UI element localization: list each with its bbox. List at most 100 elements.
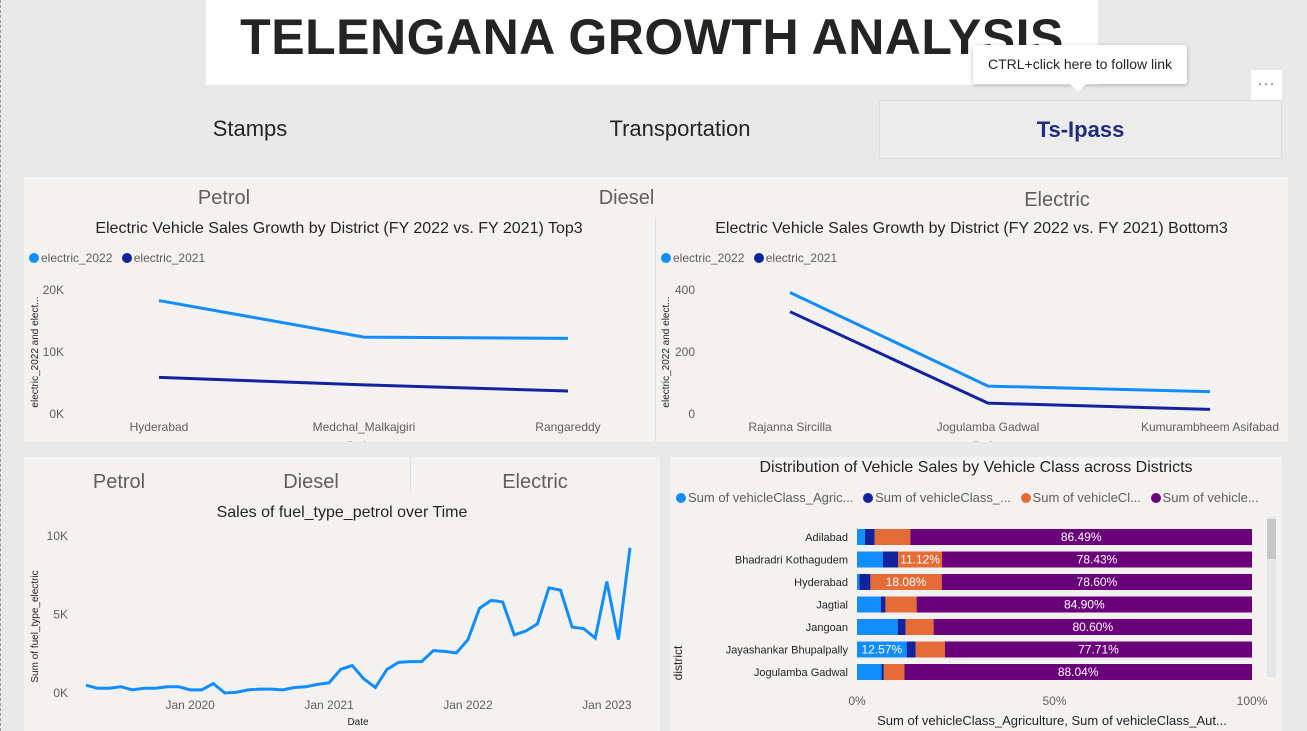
canvas-edge — [0, 0, 3, 731]
y-tick-label: 10K — [43, 345, 64, 359]
vehicle-class-panel: Distribution of Vehicle Sales by Vehicle… — [670, 457, 1282, 731]
y-tick-label: 5K — [53, 608, 68, 622]
bar-segment — [915, 641, 945, 658]
bar-segment — [942, 551, 1252, 568]
bl-petrol-button[interactable]: Petrol — [92, 471, 146, 493]
top-divider — [655, 219, 656, 442]
bar-data-label: 11.12% — [900, 553, 940, 567]
legend-label: electric_2021 — [133, 251, 206, 265]
legend-item: electric_2021 — [753, 251, 838, 265]
x-tick-label: Rangareddy — [535, 420, 600, 434]
y-axis-label: district — [671, 645, 685, 680]
bar-data-label: 86.49% — [1061, 530, 1102, 544]
bar-segment — [944, 641, 1252, 658]
bar-segment — [857, 551, 883, 568]
x-tick-label: Kumurambheem Asifabad — [1141, 420, 1279, 434]
bar-data-label: 77.71% — [1078, 643, 1119, 657]
x-tick-label: Jogulamba Gadwal — [937, 420, 1040, 434]
bar-segment — [898, 551, 943, 568]
bar-segment — [857, 619, 898, 635]
bar-segment — [881, 664, 884, 680]
y-tick-label: 400 — [675, 283, 695, 297]
legend-item: electric_2022 — [29, 251, 112, 265]
x-axis-label: district — [971, 441, 1000, 442]
bl-electric-button[interactable]: Electric — [502, 471, 568, 493]
bar-segment — [857, 664, 882, 680]
legend-label: electric_2022 — [41, 251, 113, 265]
x-tick-label: Jan 2020 — [165, 698, 215, 712]
legend-dot-icon — [1150, 493, 1161, 503]
bar-data-label: 18.08% — [886, 575, 927, 589]
nav-ts-ipass-button[interactable]: Ts-Ipass — [879, 100, 1282, 159]
top-petrol-button[interactable]: Petrol — [197, 187, 251, 209]
bar-segment — [885, 596, 917, 613]
legend-item: electric_2022 — [661, 251, 744, 265]
top-electric-button[interactable]: Electric — [1024, 189, 1090, 211]
bar-data-label: 88.04% — [1058, 665, 1099, 679]
y-tick-label: 0 — [688, 407, 695, 421]
time-series-line-chart: 0K 5K 10K Jan 2020 Jan 2021 Jan 2022 Jan 2023 D… — [30, 529, 632, 728]
bar-segment — [916, 596, 1252, 613]
bl-diesel-button[interactable]: Diesel — [283, 471, 339, 493]
petrol-sales-line — [85, 547, 632, 695]
bottom3-legend: electric_2022 electric_2021 — [661, 251, 843, 265]
nav-stamps-button[interactable]: Stamps — [212, 116, 288, 141]
legend-label: Sum of vehicleClass_Agric... — [688, 490, 854, 505]
series-line-electric_2021 — [158, 375, 569, 393]
top-diesel-button[interactable]: Diesel — [598, 187, 655, 209]
scrollbar-thumb[interactable] — [1267, 519, 1276, 559]
legend-item: electric_2021 — [121, 251, 206, 265]
bar-segment — [857, 529, 865, 545]
title-banner: TELENGANA GROWTH ANALYSIS — [206, 0, 1098, 85]
bar-segment — [864, 529, 875, 545]
top3-legend: electric_2022 electric_2021 — [29, 251, 211, 265]
series-line-electric_2022 — [789, 291, 1211, 394]
legend-dot-icon — [863, 493, 874, 503]
y-axis-label: electric_2022 and elect... — [30, 296, 41, 407]
legend-dot-icon — [29, 253, 39, 263]
top-visual-panel: Petrol Diesel Electric Electric Vehicle … — [24, 177, 1288, 442]
district-label: Hyderabad — [794, 577, 848, 589]
nav-transportation-button[interactable]: Transportation — [609, 116, 751, 141]
legend-dot-icon — [753, 253, 764, 263]
top3-chart-title: Electric Vehicle Sales Growth by Distric… — [95, 220, 583, 237]
legend-label: Sum of vehicleClass_... — [875, 490, 1011, 505]
y-axis-label: Sum of fuel_type_electric — [30, 570, 41, 682]
x-axis-label: Date — [347, 717, 369, 728]
x-tick-label: 0% — [848, 694, 866, 708]
page-title: TELENGANA GROWTH ANALYSIS — [240, 9, 1064, 65]
series-line-electric_2021 — [789, 310, 1211, 411]
bar-data-label: 78.60% — [1077, 575, 1118, 589]
bar-data-label: 84.90% — [1064, 598, 1105, 612]
vehicle-class-title: Distribution of Vehicle Sales by Vehicle… — [759, 459, 1193, 476]
bar-segment — [870, 574, 942, 590]
bar-segment — [941, 574, 1252, 590]
legend-label: Sum of vehicle... — [1162, 490, 1259, 505]
legend-label: electric_2021 — [765, 251, 838, 265]
bottom3-chart-title: Electric Vehicle Sales Growth by Distric… — [715, 220, 1228, 237]
bar-segment — [905, 619, 934, 635]
bar-segment — [933, 619, 1252, 635]
legend-dot-icon — [1020, 493, 1031, 503]
series-line-electric_2022 — [158, 299, 569, 340]
bar-segment — [857, 641, 907, 658]
bar-segment — [859, 574, 871, 590]
bar-data-label: 78.43% — [1077, 553, 1118, 567]
x-tick-label: Medchal_Malkajgiri — [313, 420, 416, 434]
x-tick-label: 50% — [1042, 694, 1066, 708]
bar-segment — [880, 596, 886, 613]
bar-segment — [904, 664, 1252, 680]
bar-segment — [897, 619, 906, 635]
bar-segment — [910, 529, 1252, 545]
bl-divider — [410, 457, 411, 491]
vehicle-class-bar-chart: Adilabad 86.49% Bhadradri Kothagudem 11.12%… — [671, 517, 1276, 728]
time-series-panel: Petrol Diesel Electric Sales of fuel_typ… — [24, 457, 660, 731]
more-options-button[interactable]: ··· — [1251, 70, 1282, 100]
legend-item: Sum of vehicle... — [1150, 490, 1259, 505]
district-label: Jayashankar Bhupalpally — [726, 645, 849, 657]
y-tick-label: 0K — [49, 407, 64, 421]
y-tick-label: 10K — [47, 529, 68, 543]
bar-segment — [857, 596, 881, 613]
top3-line-chart: 0K 10K 20K Hyderabad Medchal_Malkajgiri Ranga… — [30, 283, 601, 442]
legend-dot-icon — [661, 253, 671, 263]
